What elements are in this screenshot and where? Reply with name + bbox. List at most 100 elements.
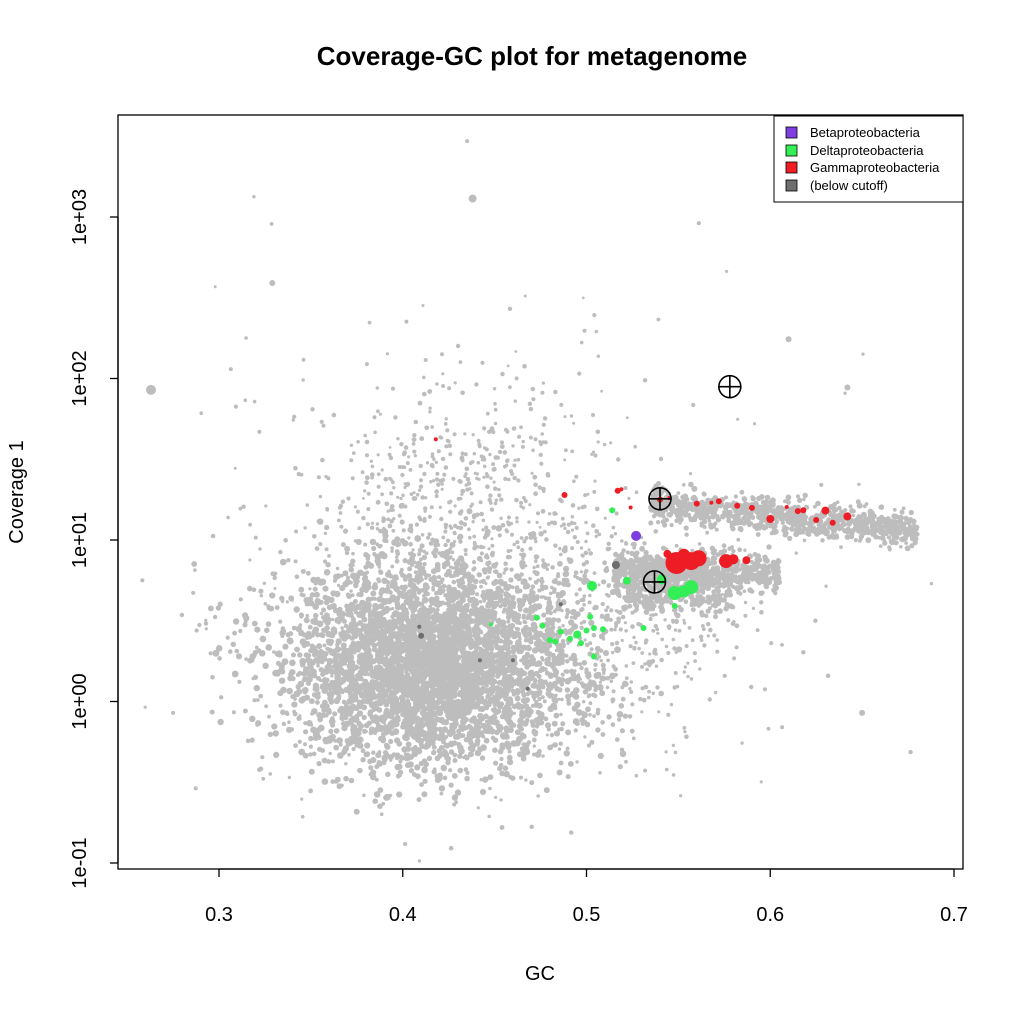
background-point (264, 704, 268, 709)
background-point (285, 711, 290, 717)
background-point (524, 620, 528, 625)
background-point (417, 655, 421, 660)
background-point (321, 423, 326, 428)
background-point (407, 566, 413, 572)
background-point (484, 528, 491, 535)
background-point (570, 515, 575, 519)
background-point (542, 489, 546, 494)
background-point (356, 710, 364, 717)
background-point (302, 644, 307, 649)
background-point (387, 619, 392, 624)
background-point (472, 541, 477, 546)
background-point (365, 639, 369, 643)
background-point (475, 653, 479, 658)
background-point (465, 770, 470, 775)
background-point (265, 644, 273, 651)
background-point (387, 523, 393, 529)
background-point (437, 718, 442, 723)
background-point (339, 573, 344, 578)
background-point (463, 432, 467, 436)
background-point (321, 757, 328, 764)
background-point (298, 748, 306, 756)
background-point (323, 531, 328, 536)
background-point (389, 504, 395, 509)
background-point (311, 751, 317, 757)
background-point (480, 360, 485, 365)
background-point (285, 600, 289, 604)
background-point (478, 580, 483, 584)
background-point (498, 628, 505, 636)
background-point (529, 690, 535, 696)
background-point (301, 677, 307, 683)
background-point (666, 650, 671, 656)
background-point (512, 463, 517, 468)
background-point (249, 737, 255, 743)
background-point (370, 521, 375, 525)
background-point (376, 472, 381, 477)
background-point (407, 551, 412, 556)
background-point (359, 599, 366, 607)
background-point (627, 714, 633, 719)
background-point (437, 753, 443, 759)
background-point (338, 503, 344, 508)
background-point (383, 607, 390, 614)
background-point (648, 652, 652, 656)
background-point (592, 606, 597, 611)
background-point (411, 726, 415, 730)
background-point (512, 711, 516, 715)
background-point (503, 728, 508, 733)
background-point (616, 457, 621, 462)
background-point (306, 675, 313, 683)
background-point (474, 681, 479, 686)
background-point (755, 628, 760, 633)
background-point (487, 497, 492, 503)
background-point (600, 662, 606, 668)
background-point (232, 630, 238, 636)
background-point (416, 797, 422, 803)
background-point (316, 620, 324, 628)
background-point (582, 720, 588, 725)
background-point (377, 750, 382, 755)
background-point (620, 685, 625, 690)
background-point (278, 662, 285, 670)
background-point (490, 537, 494, 541)
background-point (559, 712, 563, 717)
background-point (366, 607, 372, 613)
background-point (618, 627, 623, 632)
background-point (363, 650, 369, 656)
background-point (598, 680, 603, 684)
background-point (338, 511, 343, 515)
background-point (519, 715, 525, 721)
background-point (481, 734, 486, 739)
background-point (348, 644, 354, 649)
background-point (742, 589, 747, 593)
background-point (437, 673, 443, 678)
background-point (524, 717, 530, 723)
background-point (405, 725, 412, 732)
background-point (365, 522, 370, 527)
background-point (575, 709, 583, 716)
background-point (400, 755, 406, 761)
background-point (357, 540, 361, 545)
background-point (313, 581, 318, 586)
background-point (476, 637, 481, 642)
background-point (337, 621, 341, 625)
background-point (526, 740, 532, 745)
background-point (280, 686, 287, 694)
background-point (606, 658, 610, 663)
background-point (446, 607, 450, 612)
background-point (731, 548, 736, 554)
background-point (321, 707, 327, 713)
background-point (409, 621, 414, 625)
background-point (376, 760, 382, 765)
background-point (316, 734, 322, 741)
background-point (474, 382, 479, 387)
background-point (565, 774, 571, 780)
background-point (424, 611, 430, 616)
background-point (372, 646, 378, 651)
background-point (671, 773, 676, 777)
background-point (530, 584, 535, 589)
background-point (690, 548, 695, 553)
background-point (449, 587, 455, 592)
background-point (402, 607, 409, 614)
